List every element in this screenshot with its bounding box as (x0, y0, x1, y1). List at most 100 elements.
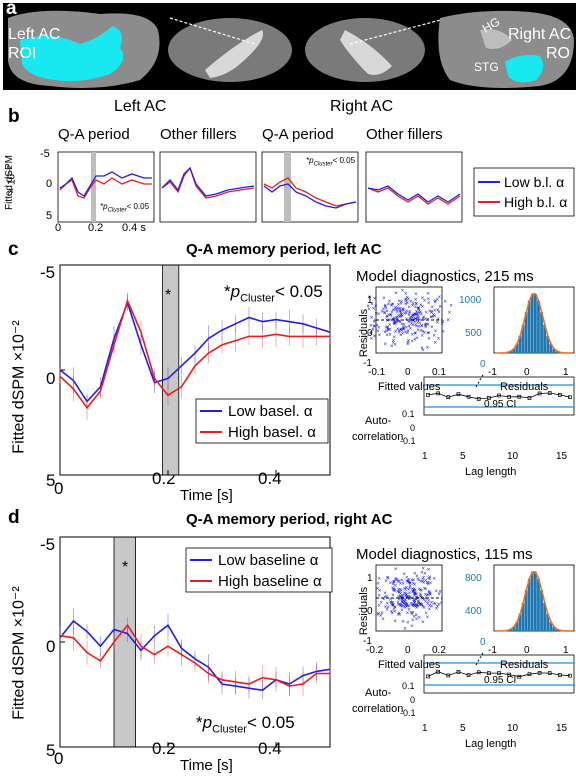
b-sig-band-left (91, 152, 96, 222)
histogram-bar (515, 621, 519, 631)
panel-d-hist-xt2: 1 (563, 645, 569, 656)
residual-marker: × (405, 602, 409, 608)
residual-marker: × (404, 297, 408, 303)
residual-marker: × (373, 334, 377, 340)
residual-marker: × (386, 601, 390, 607)
residual-marker: × (399, 301, 403, 307)
residual-marker: × (438, 295, 442, 301)
residual-marker: × (429, 593, 433, 599)
residual-marker: × (376, 329, 380, 335)
residual-marker: × (426, 323, 430, 329)
residual-marker: × (386, 576, 390, 582)
panel-c-hist-yt2: 0 (480, 359, 486, 370)
panel-d-ytick-neg5: -5 (40, 535, 56, 554)
residual-marker: × (413, 331, 417, 337)
panel-c-acf-ylabel-1: Auto- (365, 415, 392, 427)
residual-marker: × (374, 304, 378, 310)
panel-c-acf-xt2: 10 (507, 451, 519, 462)
residual-marker: × (415, 324, 419, 330)
residual-marker: × (412, 614, 416, 620)
b-trace-right-other-low (367, 185, 461, 203)
panel-d-acf-xt1: 5 (460, 723, 466, 734)
residual-marker: × (398, 315, 402, 321)
residual-marker: × (426, 297, 430, 303)
residual-marker: × (402, 327, 406, 333)
residual-marker: × (417, 311, 421, 317)
histogram-bar (549, 343, 553, 353)
residual-marker: × (399, 311, 403, 317)
residual-marker: × (383, 595, 387, 601)
residual-marker: × (390, 602, 394, 608)
panel-c-acf-yt0: 0.1 (402, 409, 415, 419)
residual-marker: × (378, 333, 382, 339)
panel-a: a Left AC ROI HG STG Right AC RO (0, 0, 576, 92)
residual-marker: × (411, 301, 415, 307)
residual-marker: × (394, 567, 398, 573)
residual-marker: × (389, 597, 393, 603)
residual-marker: × (418, 321, 422, 327)
residual-marker: × (427, 567, 431, 573)
residual-marker: × (413, 601, 417, 607)
residual-marker: × (427, 591, 431, 597)
residual-marker: × (378, 588, 382, 594)
residual-marker: × (412, 587, 416, 593)
residual-marker: × (413, 592, 417, 598)
residual-marker: × (419, 303, 423, 309)
chart-d-plot: ××××××××××××××××××××××××××××××××××××× ×××… (59, 536, 575, 748)
residual-marker: × (437, 592, 441, 598)
residual-marker: × (406, 580, 410, 586)
residual-marker: × (370, 316, 374, 322)
residual-marker: × (414, 316, 418, 322)
ci-pointer (475, 650, 485, 666)
residual-marker: × (377, 612, 381, 618)
residual-marker: × (431, 305, 435, 311)
residual-marker: × (370, 302, 374, 308)
residual-marker: × (413, 312, 417, 318)
residual-marker: × (420, 571, 424, 577)
residual-marker: × (397, 594, 401, 600)
residual-marker: × (398, 603, 402, 609)
residual-marker: × (434, 329, 438, 335)
residual-marker: × (417, 316, 421, 322)
b-axis-right-other (365, 151, 463, 223)
residual-marker: × (427, 331, 431, 337)
residual-marker: × (400, 578, 404, 584)
residual-marker: × (369, 330, 373, 336)
residual-marker: × (413, 589, 417, 595)
residual-marker: × (400, 322, 404, 328)
residual-marker: × (432, 576, 436, 582)
residual-marker: × (417, 602, 421, 608)
residual-marker: × (402, 605, 406, 611)
residual-marker: × (394, 291, 398, 297)
panel-d-acf-yt2: -0.1 (400, 708, 416, 718)
residual-marker: × (421, 566, 425, 572)
residual-marker: × (426, 593, 430, 599)
histogram-bar (543, 602, 547, 631)
residual-marker: × (378, 577, 382, 583)
residual-marker: × (426, 580, 430, 586)
panel-c-acf-xt1: 5 (460, 451, 466, 462)
residual-marker: × (436, 320, 440, 326)
histogram-bar (527, 300, 531, 353)
residual-marker: × (406, 604, 410, 610)
residual-marker: × (410, 321, 414, 327)
residual-marker: × (430, 604, 434, 610)
residual-marker: × (420, 312, 424, 318)
residual-marker: × (425, 581, 429, 587)
residual-marker: × (393, 307, 397, 313)
residual-marker: × (428, 589, 432, 595)
residual-marker: × (414, 332, 418, 338)
residual-marker: × (420, 346, 424, 352)
residual-marker: × (408, 582, 412, 588)
b-trace-left-other-high (161, 166, 255, 199)
residual-marker: × (412, 602, 416, 608)
residual-marker: × (411, 590, 415, 596)
residual-marker: × (413, 588, 417, 594)
residual-marker: × (426, 345, 430, 351)
residual-marker: × (412, 319, 416, 325)
panel-b-letter: b (8, 106, 20, 127)
residual-marker: × (400, 603, 404, 609)
residual-marker: × (405, 309, 409, 315)
residual-marker: × (387, 328, 391, 334)
panel-c-xlabel: Time [s] (180, 487, 233, 504)
